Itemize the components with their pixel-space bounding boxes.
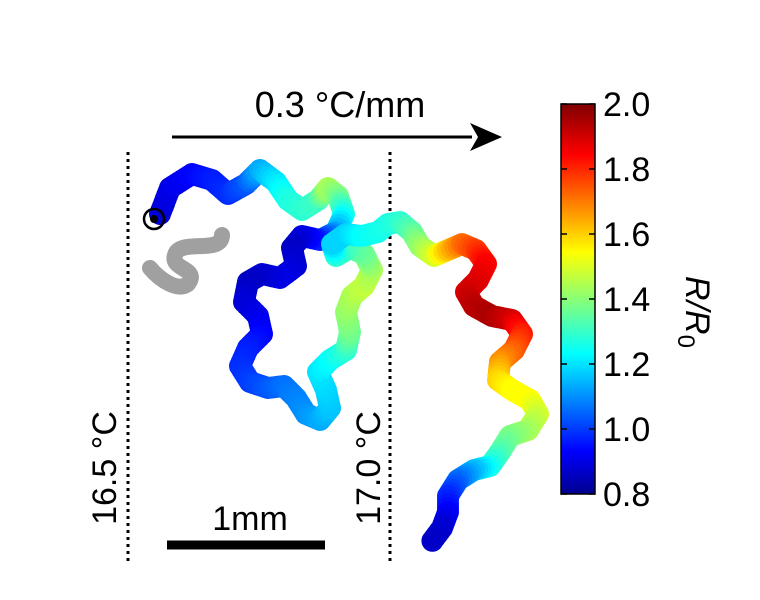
colorbar-ticks: 0.8 1.0 1.2 1.4 1.6 1.8 2.0	[561, 86, 650, 514]
worm-trajectory	[149, 159, 549, 552]
colorbar-label: R/R0	[672, 276, 716, 348]
colorbar-tick-label: 2.0	[603, 86, 650, 124]
initial-worm-shape	[142, 227, 230, 295]
isotherm-label-17-0: 17.0 °C	[350, 411, 388, 525]
gradient-arrow	[172, 123, 502, 151]
trajectory-point	[421, 529, 444, 552]
colorbar-tick-label: 1.8	[603, 151, 650, 189]
colorbar-tick-label: 1.6	[603, 216, 650, 254]
gradient-label: 0.3 °C/mm	[255, 84, 425, 125]
colorbar-tick-label: 0.8	[603, 476, 650, 514]
colorbar-label-main: R/R	[678, 276, 716, 335]
start-marker	[142, 207, 166, 231]
colorbar-tick-label: 1.2	[603, 346, 650, 384]
colorbar-tick-label: 1.0	[603, 411, 650, 449]
scale-bar-label: 1mm	[212, 500, 288, 538]
colorbar-label-subscript: 0	[672, 335, 699, 348]
colorbar-tick-label: 1.4	[603, 281, 650, 319]
isotherm-label-16-5: 16.5 °C	[86, 411, 124, 525]
